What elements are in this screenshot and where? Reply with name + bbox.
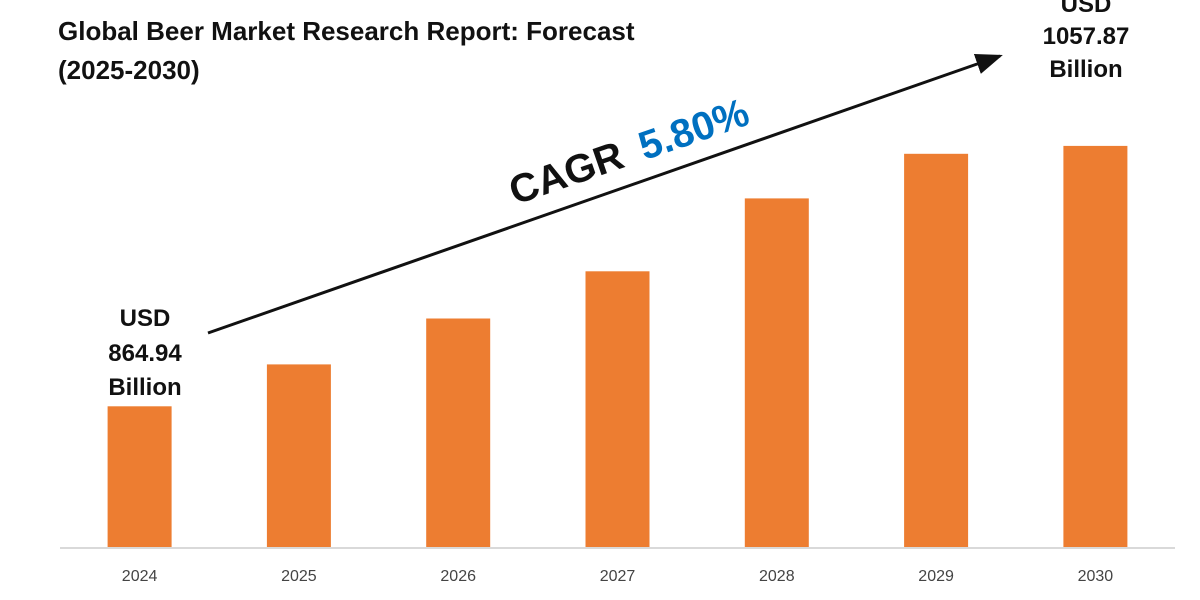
start-callout-line-2: 864.94: [108, 340, 182, 367]
start-callout-line-1: USD: [120, 305, 171, 332]
chart-title-line-1: Global Beer Market Research Report: Fore…: [58, 16, 635, 46]
end-callout-line-3: Billion: [1049, 56, 1122, 83]
x-tick-label-2027: 2027: [600, 568, 636, 585]
bar-2029: [904, 153, 969, 549]
cagr-trend-arrow: [207, 54, 1003, 335]
cagr-label: CAGR: [504, 134, 630, 214]
bar-2027: [585, 271, 650, 549]
bar-2025: [266, 364, 331, 548]
x-tick-label-2030: 2030: [1078, 568, 1114, 585]
x-tick-label-2028: 2028: [759, 568, 795, 585]
start-value-callout: USD 864.94 Billion: [108, 305, 182, 401]
bar-2028: [744, 198, 809, 548]
bars-group: [107, 145, 1128, 549]
x-axis-tick-labels: 2024 2025 2026 2027 2028 2029 2030: [122, 568, 1113, 585]
end-callout-line-2: 1057.87: [1043, 23, 1130, 50]
chart-title-line-2: (2025-2030): [58, 55, 200, 85]
x-tick-label-2025: 2025: [281, 568, 317, 585]
bar-2026: [426, 318, 491, 548]
start-callout-line-3: Billion: [108, 374, 181, 401]
bar-2024: [107, 406, 172, 548]
x-tick-label-2029: 2029: [918, 568, 954, 585]
end-callout-line-1: USD: [1061, 0, 1112, 18]
cagr-label-group: CAGR 5.80%: [504, 90, 755, 213]
x-tick-label-2024: 2024: [122, 568, 158, 585]
bar-2030: [1063, 145, 1128, 548]
end-value-callout: USD 1057.87 Billion: [1043, 0, 1130, 83]
cagr-value: 5.80%: [633, 90, 755, 169]
x-tick-label-2026: 2026: [440, 568, 476, 585]
